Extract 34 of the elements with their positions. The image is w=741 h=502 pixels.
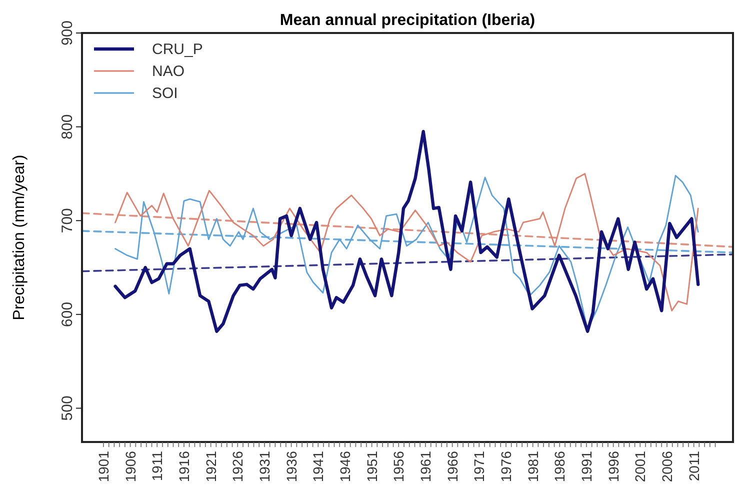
legend-label: SOI	[152, 85, 178, 102]
x-tick-label: 1931	[256, 450, 272, 482]
x-tick-label: 1901	[95, 450, 112, 482]
chart-title: Mean annual precipitation (Iberia)	[280, 12, 536, 29]
y-axis-title: Precipitation (mm/year)	[11, 154, 28, 320]
x-tick-label: 1996	[605, 450, 622, 482]
legend-label: CRU_P	[152, 41, 203, 58]
x-tick-label: 1941	[310, 450, 326, 482]
x-tick-label: 1951	[364, 450, 380, 482]
x-tick-label: 1976	[498, 450, 514, 482]
x-tick-label: 1986	[552, 450, 568, 482]
line-series	[114, 130, 700, 333]
x-tick-label: 1921	[202, 450, 219, 482]
x-tick-label: 1966	[444, 450, 460, 482]
legend-label: NAO	[152, 63, 185, 80]
y-tick-label: 600	[59, 302, 76, 327]
x-tick-label: 1956	[390, 450, 407, 482]
y-tick-label: 700	[59, 208, 76, 234]
x-tick-label: 2006	[658, 450, 675, 482]
x-tick-label: 2001	[632, 450, 648, 482]
x-tick-label: 1981	[524, 450, 541, 482]
x-tick-label: 1936	[283, 450, 300, 482]
x-tick-label: 1971	[471, 450, 488, 482]
y-tick-label: 500	[59, 396, 76, 421]
x-tick-label: 1946	[336, 450, 353, 482]
x-tick-label: 1906	[122, 450, 138, 482]
x-tick-label: 1991	[578, 450, 594, 482]
x-tick-label: 2011	[686, 450, 702, 482]
y-tick-label: 900	[59, 20, 76, 46]
y-tick-label: 800	[59, 114, 76, 140]
x-tick-label: 1961	[417, 450, 434, 482]
x-tick-label: 1926	[230, 450, 246, 482]
x-tick-label: 1916	[176, 450, 192, 482]
x-tick-label: 1911	[149, 450, 166, 482]
